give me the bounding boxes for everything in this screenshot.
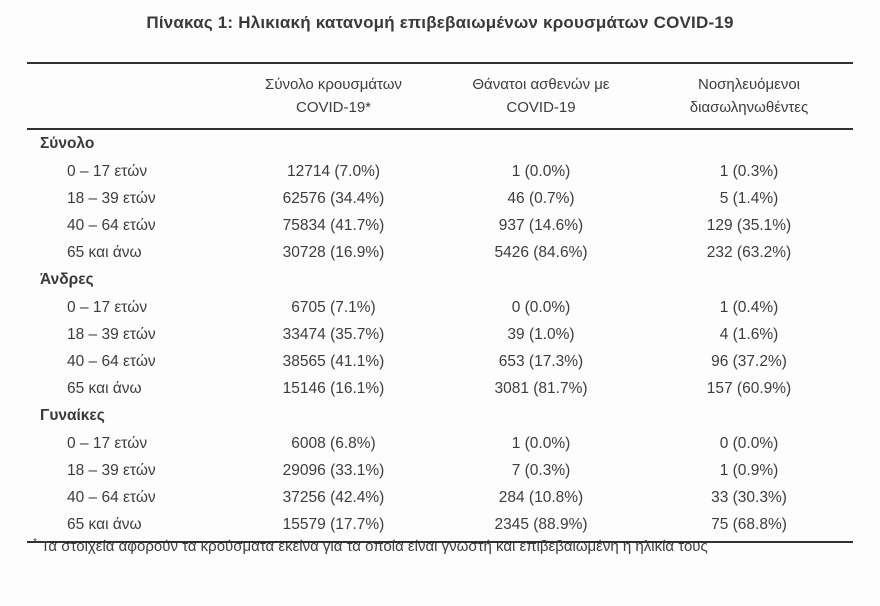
column-header-intubated: Νοσηλευόμενοι διασωληνωθέντες (645, 73, 853, 119)
column-header-deaths-line1: Θάνατοι ασθενών με (472, 76, 610, 93)
deaths-value: 653 (17.3%) (498, 352, 584, 370)
intubated-value: 1 (0.3%) (719, 162, 779, 180)
deaths-value: 2345 (88.9%) (494, 515, 588, 533)
cases-value: 29096 (33.1%) (282, 461, 385, 479)
age-group-label: 18 – 39 ετών (67, 189, 156, 207)
intubated-value: 1 (0.4%) (719, 298, 779, 316)
cases-value: 62576 (34.4%) (282, 189, 385, 207)
deaths-value: 1 (0.0%) (511, 434, 571, 452)
age-group-label: 0 – 17 ετών (67, 434, 148, 452)
table-row: 18 – 39 ετών 29096 (33.1%) 7 (0.3%) 1 (0… (27, 457, 853, 484)
table-row: 0 – 17 ετών 12714 (7.0%) 1 (0.0%) 1 (0.3… (27, 158, 853, 185)
cases-value: 75834 (41.7%) (282, 216, 385, 234)
age-group-label: 65 και άνω (67, 379, 142, 397)
deaths-value: 3081 (81.7%) (494, 379, 588, 397)
footnote-asterisk: * (33, 537, 37, 548)
cases-value: 12714 (7.0%) (286, 162, 381, 180)
cases-value: 33474 (35.7%) (282, 325, 385, 343)
table-row: 18 – 39 ετών 62576 (34.4%) 46 (0.7%) 5 (… (27, 185, 853, 212)
intubated-value: 33 (30.3%) (711, 488, 787, 506)
deaths-value: 39 (1.0%) (507, 325, 575, 343)
section-label: Γυναίκες (40, 407, 105, 424)
cases-value: 37256 (42.4%) (282, 488, 385, 506)
intubated-value: 1 (0.9%) (719, 461, 779, 479)
intubated-value: 75 (68.8%) (711, 515, 787, 533)
age-group-label: 40 – 64 ετών (67, 216, 156, 234)
column-header-intubated-line1: Νοσηλευόμενοι (697, 76, 800, 93)
table-title: Πίνακας 1: Ηλικιακή κατανομή επιβεβαιωμέ… (146, 13, 734, 32)
deaths-value: 7 (0.3%) (511, 461, 571, 479)
table-row: 18 – 39 ετών 33474 (35.7%) 39 (1.0%) 4 (… (27, 321, 853, 348)
section-header-women: Γυναίκες (27, 402, 853, 430)
column-header-cases-line2: COVID-19* (295, 99, 372, 116)
cases-value: 6008 (6.8%) (291, 434, 376, 452)
table-body: Σύνολο 0 – 17 ετών 12714 (7.0%) 1 (0.0%)… (27, 130, 853, 543)
table-row: 40 – 64 ετών 38565 (41.1%) 653 (17.3%) 9… (27, 348, 853, 375)
deaths-value: 1 (0.0%) (511, 162, 571, 180)
age-group-label: 0 – 17 ετών (67, 162, 148, 180)
age-group-label: 65 και άνω (67, 515, 142, 533)
covid-age-distribution-table: Σύνολο κρουσμάτων COVID-19* Θάνατοι ασθε… (27, 62, 853, 543)
section-header-total: Σύνολο (27, 130, 853, 158)
deaths-value: 46 (0.7%) (507, 189, 575, 207)
section-label: Σύνολο (40, 135, 95, 152)
column-header-cases-line1: Σύνολο κρουσμάτων (265, 76, 402, 93)
cases-value: 38565 (41.1%) (282, 352, 385, 370)
cases-value: 15579 (17.7%) (282, 515, 385, 533)
deaths-value: 937 (14.6%) (498, 216, 584, 234)
table-row: 65 και άνω 15146 (16.1%) 3081 (81.7%) 15… (27, 375, 853, 402)
footnote-text: Τα στοιχεία αφορούν τα κρούσματα εκείνα … (40, 538, 708, 555)
column-header-cases: Σύνολο κρουσμάτων COVID-19* (230, 73, 437, 119)
table-footnote: * Τα στοιχεία αφορούν τα κρούσματα εκείνα… (33, 537, 708, 555)
age-group-label: 40 – 64 ετών (67, 488, 156, 506)
table-row: 40 – 64 ετών 37256 (42.4%) 284 (10.8%) 3… (27, 484, 853, 511)
column-header-deaths-line2: COVID-19 (506, 99, 576, 116)
table-header-row: Σύνολο κρουσμάτων COVID-19* Θάνατοι ασθε… (27, 62, 853, 130)
intubated-value: 157 (60.9%) (706, 379, 792, 397)
column-header-intubated-line2: διασωληνωθέντες (689, 99, 809, 116)
section-header-men: Άνδρες (27, 266, 853, 294)
table-row: 0 – 17 ετών 6705 (7.1%) 0 (0.0%) 1 (0.4%… (27, 294, 853, 321)
age-group-label: 18 – 39 ετών (67, 325, 156, 343)
section-label: Άνδρες (40, 271, 94, 288)
cases-value: 6705 (7.1%) (291, 298, 376, 316)
intubated-value: 5 (1.4%) (719, 189, 779, 207)
age-group-label: 18 – 39 ετών (67, 461, 156, 479)
cases-value: 30728 (16.9%) (282, 243, 385, 261)
table-row: 65 και άνω 15579 (17.7%) 2345 (88.9%) 75… (27, 511, 853, 538)
table-row: 65 και άνω 30728 (16.9%) 5426 (84.6%) 23… (27, 239, 853, 266)
intubated-value: 96 (37.2%) (711, 352, 787, 370)
deaths-value: 0 (0.0%) (511, 298, 571, 316)
deaths-value: 284 (10.8%) (498, 488, 584, 506)
intubated-value: 232 (63.2%) (706, 243, 792, 261)
intubated-value: 4 (1.6%) (719, 325, 779, 343)
age-group-label: 65 και άνω (67, 243, 142, 261)
column-header-deaths: Θάνατοι ασθενών με COVID-19 (437, 73, 645, 119)
table-row: 0 – 17 ετών 6008 (6.8%) 1 (0.0%) 0 (0.0%… (27, 430, 853, 457)
age-group-label: 0 – 17 ετών (67, 298, 148, 316)
cases-value: 15146 (16.1%) (282, 379, 385, 397)
intubated-value: 129 (35.1%) (706, 216, 792, 234)
age-group-label: 40 – 64 ετών (67, 352, 156, 370)
table-row: 40 – 64 ετών 75834 (41.7%) 937 (14.6%) 1… (27, 212, 853, 239)
deaths-value: 5426 (84.6%) (494, 243, 588, 261)
intubated-value: 0 (0.0%) (719, 434, 779, 452)
